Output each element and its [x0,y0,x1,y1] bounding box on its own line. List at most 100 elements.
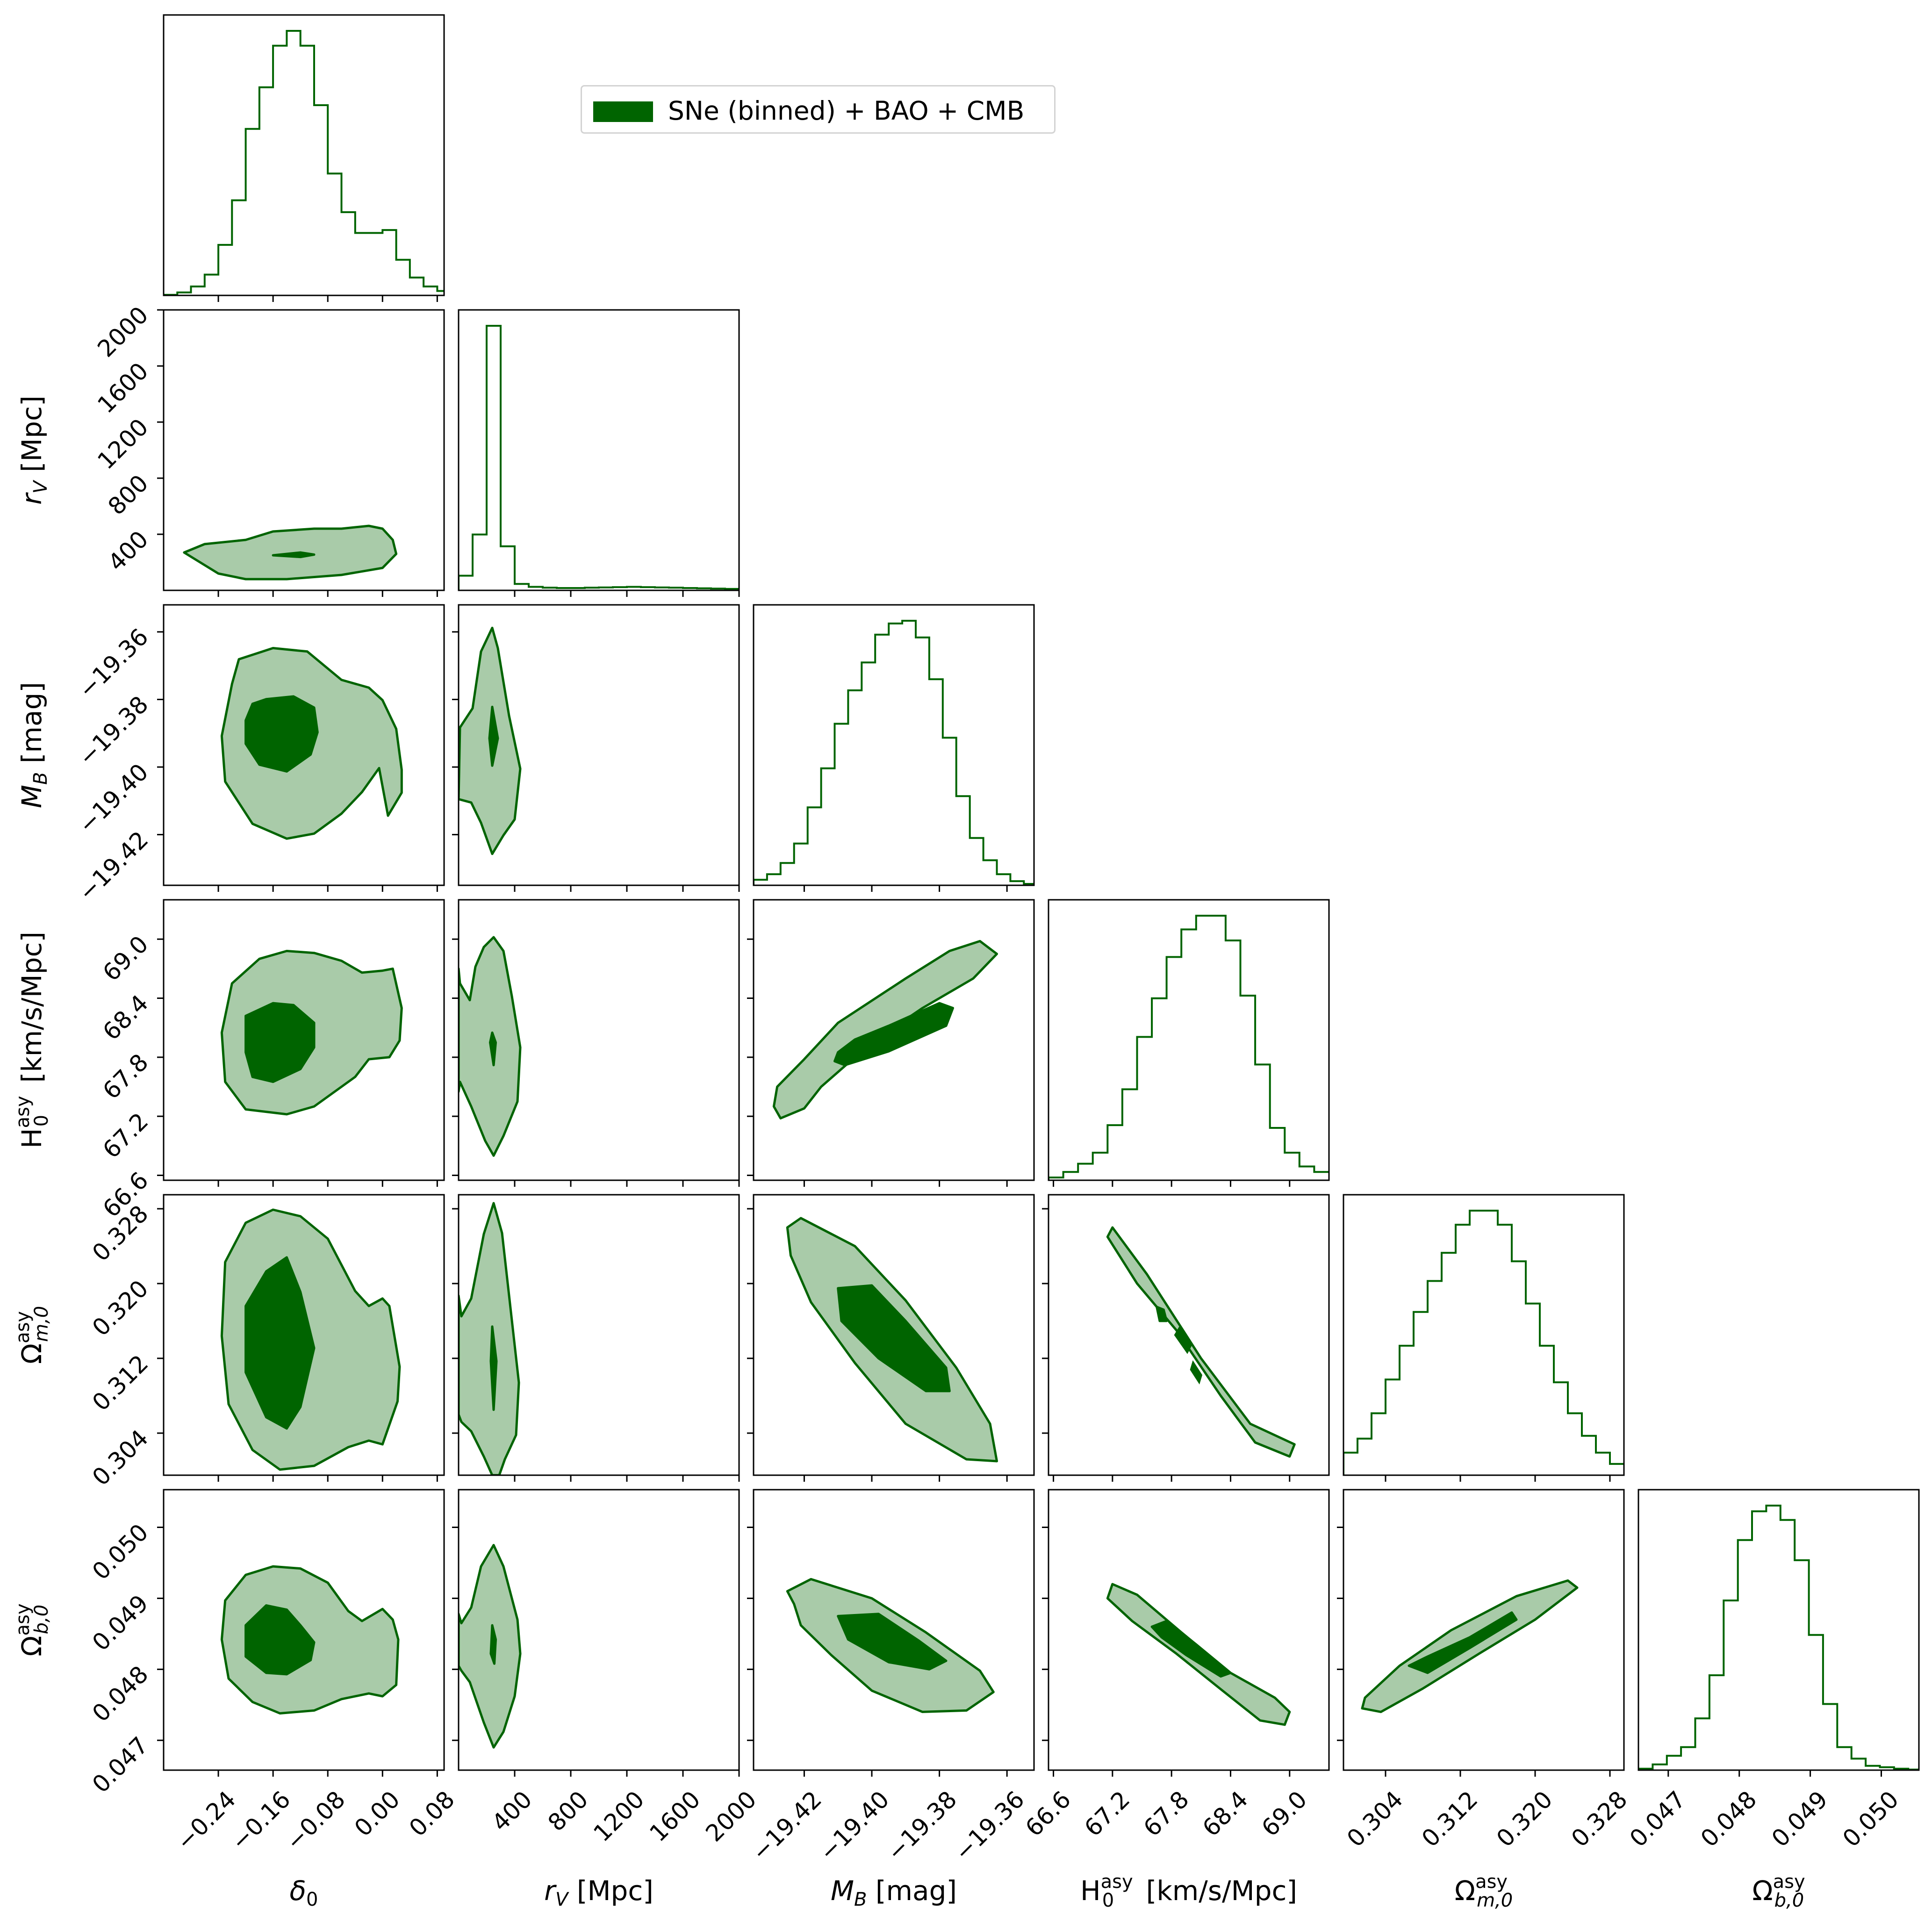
panel-frame [163,1489,445,1771]
contour-inner-MB-H0 [833,1002,954,1067]
y-tick-label: 67.8 [98,1048,154,1105]
y-tick-label: 1200 [92,413,153,474]
contour-inner-rV-MB [488,705,499,767]
x-tick-label: 1600 [645,1786,706,1847]
x-tick-label: 67.2 [1079,1786,1135,1842]
x-axis-label-MB: MB [mag] [831,1875,957,1910]
y-tick-label: 67.2 [98,1108,154,1164]
y-tick-label: 0.320 [87,1275,153,1341]
y-tick-label: 68.4 [98,990,154,1046]
x-tick-label: −19.42 [747,1786,827,1866]
y-tick-label: 1600 [92,357,153,418]
panel-frame [163,604,445,886]
x-tick-label: 0.050 [1838,1786,1904,1852]
contour-inner-rV-H0 [489,1031,497,1067]
x-tick-label: 800 [543,1786,593,1836]
panel-frame [458,1489,740,1771]
panel-frame [1638,1489,1920,1771]
panel-frame [1343,1489,1625,1771]
histogram-MB [754,620,1034,885]
x-tick-label: 400 [487,1786,537,1836]
x-axis-label-Ob: Ωasy b,0 [1752,1871,1805,1911]
panel-frame [163,14,445,296]
y-tick-label: 0.050 [87,1519,153,1585]
contour-inner-delta0-Ob [244,1604,316,1676]
x-tick-label: 69.0 [1257,1786,1313,1842]
panel-frame [1048,899,1330,1181]
contour-inner-H0-Ob [1150,1620,1232,1678]
x-axis-label-Om: Ωasy m,0 [1455,1871,1513,1911]
x-tick-label: −0.24 [171,1786,241,1855]
y-tick-label: −19.36 [73,623,154,703]
x-tick-label: 66.6 [1020,1786,1076,1842]
x-tick-label: −19.40 [814,1786,895,1866]
contour-inner-rV-Om [489,1325,498,1411]
panel-frame [1048,1194,1330,1476]
x-tick-label: 0.08 [404,1786,460,1842]
histogram-rV [459,325,739,590]
panel-frame [753,899,1035,1181]
panel-frame [458,899,740,1181]
x-tick-label: 0.00 [349,1786,405,1842]
panel-frame [458,1194,740,1476]
y-axis-label-MB: MB [mag] [16,682,51,808]
y-tick-label: 800 [103,469,153,520]
x-tick-label: −0.16 [226,1786,295,1855]
x-tick-label: 1200 [589,1786,650,1847]
panel-frame [1343,1194,1625,1476]
panel-frame [753,1194,1035,1476]
contour-outer-rV-H0 [459,936,522,1157]
histogram-Ob [1638,1505,1919,1770]
y-tick-label: 0.049 [87,1590,153,1656]
contour-inner-H0-Om [1156,1306,1168,1322]
x-axis-label-rV: rV [Mpc] [544,1875,654,1910]
y-tick-label: 400 [103,525,153,576]
contour-inner-extra-H0-Om [1174,1326,1193,1354]
histogram-Om [1343,1210,1624,1475]
x-tick-label: 0.328 [1566,1786,1632,1852]
histogram-H0 [1049,915,1329,1180]
panel-frame [753,604,1035,886]
panel-frame [753,1489,1035,1771]
y-tick-label: 0.312 [87,1349,153,1416]
contour-inner-MB-Om [837,1284,951,1392]
x-tick-label: 0.312 [1416,1786,1483,1852]
contour-inner-delta0-Om [244,1256,316,1430]
panel-frame [163,1194,445,1476]
x-axis-label-delta0: δ0 [290,1875,318,1910]
x-tick-label: −19.36 [949,1786,1030,1866]
y-axis-label-rV: rV [Mpc] [16,395,51,505]
y-tick-label: −19.38 [73,691,154,771]
panel-frame [163,309,445,591]
y-tick-label: 69.0 [98,931,154,987]
y-tick-label: 2000 [92,301,153,362]
x-tick-label: 0.047 [1624,1786,1691,1852]
histogram-delta0 [164,30,444,295]
legend: SNe (binned) + BAO + CMB [581,85,1056,134]
x-tick-label: 0.320 [1491,1786,1558,1852]
contour-inner-rV-Ob [489,1624,497,1665]
x-tick-label: −0.08 [280,1786,350,1855]
y-tick-label: −19.42 [73,826,154,906]
x-axis-label-H0: Hasy 0 [km/s/Mpc] [1080,1871,1297,1911]
contour-inner-delta0-MB [244,695,319,773]
contour-inner-delta0-rV [272,551,316,559]
panel-frame [458,604,740,886]
x-tick-label: 67.8 [1138,1786,1194,1842]
panel-frame [1048,1489,1330,1771]
y-tick-label: −19.40 [73,758,154,839]
x-tick-label: 0.049 [1767,1786,1833,1852]
y-axis-label-Ob: Ωasyb,0 [12,1603,52,1656]
y-tick-label: 0.047 [87,1732,153,1798]
contour-inner-delta0-H0 [244,1002,316,1083]
contour-outer-H0-Om [1106,1226,1296,1458]
legend-swatch [593,101,653,122]
panel-frame [458,309,740,591]
x-tick-label: 0.304 [1342,1786,1408,1852]
contour-inner-extra-H0-Om [1190,1360,1203,1385]
y-axis-label-H0: Hasy0 [km/s/Mpc] [12,932,52,1148]
y-axis-label-Om: Ωasym,0 [12,1306,52,1364]
contour-outer-rV-Om [459,1202,520,1475]
y-tick-label: 0.048 [87,1661,153,1727]
